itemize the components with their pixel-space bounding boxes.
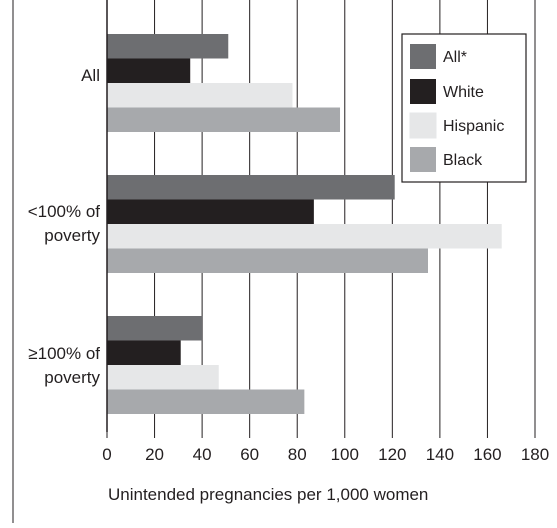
x-tick-label-40: 40 bbox=[193, 445, 212, 464]
x-tick-label-0: 0 bbox=[102, 445, 111, 464]
legend-swatch-3 bbox=[410, 147, 436, 172]
legend-swatch-1 bbox=[410, 79, 436, 104]
bar-black-0 bbox=[107, 107, 341, 132]
category-label-1-1: poverty bbox=[44, 226, 100, 245]
legend-label-1: White bbox=[443, 84, 484, 101]
x-tick-label-60: 60 bbox=[240, 445, 259, 464]
bar-hispanic-1 bbox=[107, 224, 502, 249]
bar-all-1 bbox=[107, 175, 395, 200]
legend-swatch-0 bbox=[410, 44, 436, 69]
x-tick-label-140: 140 bbox=[426, 445, 454, 464]
legend-label-3: Black bbox=[443, 152, 483, 169]
x-tick-label-80: 80 bbox=[288, 445, 307, 464]
category-label-0-0: All bbox=[81, 66, 100, 85]
bar-all-0 bbox=[107, 34, 229, 59]
legend: All* White Hispanic Black bbox=[401, 33, 527, 183]
legend-swatch-2 bbox=[409, 112, 437, 139]
category-label-1-0: <100% of bbox=[28, 202, 101, 221]
bar-white-2 bbox=[107, 340, 181, 365]
category-label-2-1: poverty bbox=[44, 368, 100, 387]
bars bbox=[107, 34, 502, 414]
x-tick-label-160: 160 bbox=[473, 445, 501, 464]
x-tick-label-180: 180 bbox=[521, 445, 549, 464]
bar-black-2 bbox=[107, 389, 305, 414]
x-tick-label-100: 100 bbox=[331, 445, 359, 464]
bar-white-0 bbox=[107, 58, 191, 83]
bar-white-1 bbox=[107, 199, 314, 224]
legend-label-2: Hispanic bbox=[443, 118, 504, 135]
x-tick-label-120: 120 bbox=[378, 445, 406, 464]
bar-all-2 bbox=[107, 316, 203, 341]
x-tick-label-20: 20 bbox=[145, 445, 164, 464]
bar-hispanic-2 bbox=[107, 365, 219, 390]
x-axis-label: Unintended pregnancies per 1,000 women bbox=[108, 485, 428, 504]
legend-label-0: All* bbox=[443, 49, 467, 66]
bar-black-1 bbox=[107, 248, 428, 273]
bar-hispanic-0 bbox=[107, 83, 293, 108]
category-label-2-0: ≥100% of bbox=[28, 344, 100, 363]
axes: 0 20 40 60 80 100 120 140 160 180 All <100% of pover… bbox=[12, 0, 549, 523]
